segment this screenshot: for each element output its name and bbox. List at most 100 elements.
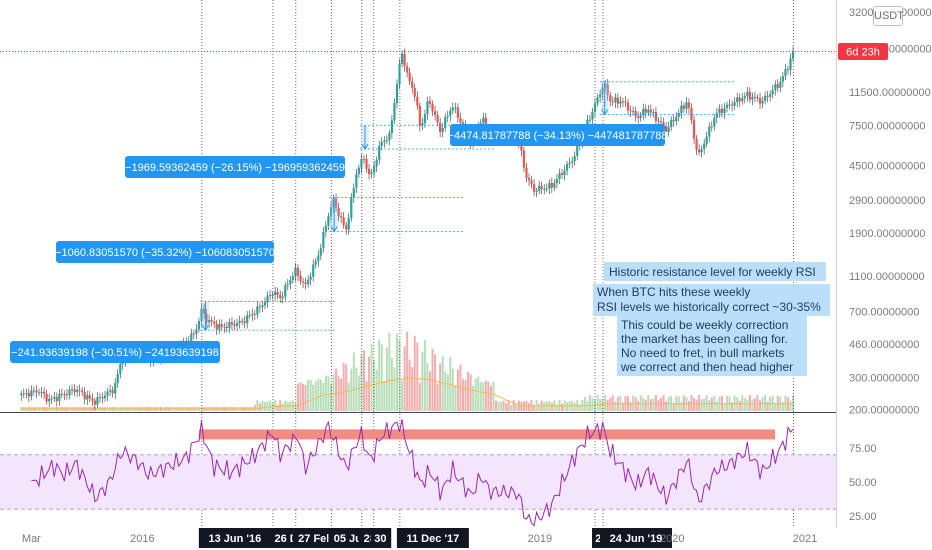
- candle-body: [334, 198, 338, 208]
- volume-bar: [375, 369, 378, 411]
- candle-body: [101, 397, 104, 399]
- countdown-badge: 6d 23h: [838, 43, 888, 60]
- candle-body: [22, 393, 25, 395]
- volume-bar: [502, 400, 505, 411]
- volume-bar: [332, 374, 335, 411]
- volume-bar: [665, 401, 668, 411]
- volume-bar: [751, 399, 754, 411]
- volume-bar: [477, 376, 480, 411]
- candle-body: [657, 121, 660, 123]
- candle-body: [789, 58, 792, 70]
- volume-bar: [266, 401, 269, 411]
- volume-bar: [451, 368, 454, 411]
- measurement-annotations: −241.93639198 (−30.51%) −24193639198 −106…: [10, 81, 734, 363]
- candle-body: [568, 162, 571, 165]
- rsi-axis-tick: 75.00: [849, 443, 877, 455]
- volume-bar: [368, 356, 371, 411]
- volume-bar: [489, 385, 492, 411]
- candle-body: [45, 393, 48, 402]
- candle-body: [558, 173, 561, 180]
- volume-bar: [774, 402, 777, 411]
- candle-body: [629, 110, 632, 112]
- volume-bar: [657, 400, 660, 411]
- volume-ma-line: [21, 377, 793, 410]
- candle-body: [367, 168, 371, 175]
- candle-body: [685, 102, 688, 109]
- candle-body: [35, 390, 38, 393]
- candle-body: [753, 96, 757, 98]
- candle-body: [70, 389, 74, 391]
- candle-body: [619, 101, 622, 104]
- candle-body: [700, 149, 703, 153]
- volume-bar: [764, 395, 767, 411]
- volume-bar: [454, 385, 457, 411]
- volume-bar: [345, 364, 348, 411]
- candle-body: [304, 282, 307, 285]
- volume-bar: [647, 395, 650, 411]
- candle-body: [403, 53, 406, 67]
- candle-body: [88, 395, 91, 399]
- time-axis-tick: 2019: [528, 533, 552, 545]
- volume-bar: [342, 362, 345, 411]
- volume-bar: [533, 404, 536, 411]
- marker-label-text: 11 Dec '17: [406, 533, 459, 545]
- marker-label-text: 26 D: [275, 533, 298, 545]
- volume-bar: [606, 400, 609, 411]
- volume-bar: [591, 397, 594, 411]
- candle-body: [378, 145, 381, 161]
- volume-bar: [550, 402, 553, 411]
- volume-bar: [583, 397, 586, 411]
- volume-bar: [286, 401, 289, 411]
- note-bull-market: This could be weekly correction the mark…: [617, 316, 807, 376]
- volume-bar: [434, 354, 437, 411]
- candle-body: [48, 398, 51, 402]
- price-axis-tick: 7500.00000000: [849, 121, 925, 133]
- candle-body: [27, 393, 30, 397]
- marker-label-bg: [198, 528, 271, 548]
- volume-bar: [517, 400, 520, 411]
- candle-body: [596, 97, 599, 104]
- volume-bar: [340, 378, 343, 411]
- candle-body: [769, 94, 772, 97]
- volume-bar: [347, 382, 350, 411]
- volume-bar: [652, 398, 655, 411]
- marker-label-text: 2: [595, 533, 601, 545]
- volume-bar: [731, 402, 734, 411]
- candle-body: [215, 323, 218, 330]
- candle-body: [220, 324, 223, 327]
- marker-label-bg: [396, 528, 469, 548]
- candle-body: [728, 104, 731, 106]
- candle-body: [421, 123, 424, 126]
- volume-bar: [756, 395, 759, 411]
- volume-bar: [698, 395, 701, 411]
- candle-body: [530, 180, 533, 185]
- marker-label: 11 Dec '17: [396, 528, 469, 548]
- candle-body: [563, 170, 566, 175]
- candle-body: [718, 108, 721, 113]
- candle-body: [446, 116, 449, 118]
- marker-label: 05 Ju: [328, 528, 368, 548]
- candle-body: [294, 267, 297, 277]
- rsi-axis-tick: 25.00: [849, 511, 877, 523]
- candle-body: [649, 109, 652, 113]
- volume-bar: [510, 404, 513, 411]
- currency-button[interactable]: USDT: [873, 6, 904, 26]
- candle-body: [228, 322, 231, 329]
- candle-body: [449, 110, 452, 117]
- volume-bar: [421, 351, 424, 411]
- marker-label: 27 Feb: [292, 528, 339, 548]
- volume-bar: [461, 379, 464, 411]
- candle-body: [96, 397, 99, 405]
- candle-body: [208, 319, 211, 323]
- volume-bar: [395, 333, 398, 411]
- volume-bar: [439, 363, 442, 411]
- volume-bar: [507, 400, 510, 411]
- candle-body: [738, 97, 741, 102]
- measure-label: −241.93639198 (−30.51%) −24193639198: [10, 341, 220, 363]
- candle-body: [121, 362, 124, 365]
- price-axis-tick: 2900.00000000: [849, 195, 925, 207]
- rsi-panel: [0, 419, 836, 527]
- candle-body: [614, 97, 617, 103]
- candle-body: [642, 108, 645, 116]
